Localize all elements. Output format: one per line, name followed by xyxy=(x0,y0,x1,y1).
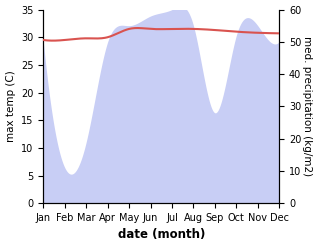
Y-axis label: med. precipitation (kg/m2): med. precipitation (kg/m2) xyxy=(302,36,313,176)
Y-axis label: max temp (C): max temp (C) xyxy=(5,70,16,142)
X-axis label: date (month): date (month) xyxy=(118,228,205,242)
